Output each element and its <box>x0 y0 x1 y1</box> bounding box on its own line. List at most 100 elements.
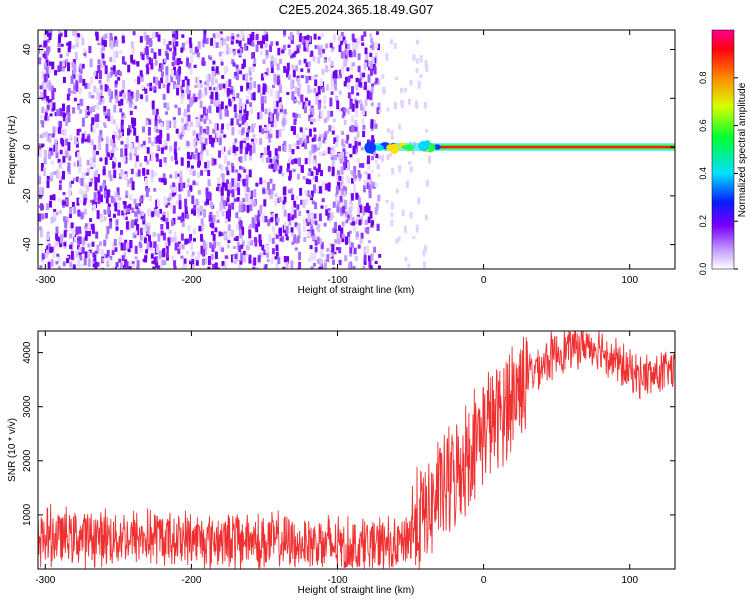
spectrogram-cell <box>108 97 112 103</box>
spectrogram-cell <box>228 47 232 55</box>
spectrogram-cell <box>354 124 358 132</box>
spectrogram-cell <box>371 56 375 65</box>
spectrogram-cell <box>314 162 318 166</box>
spectrogram-cell <box>215 91 219 100</box>
spectrogram-cell <box>79 63 83 70</box>
spectrogram-cell <box>197 122 201 128</box>
spectrogram-cell <box>378 109 382 113</box>
spectrogram-cell <box>347 232 351 237</box>
spectrogram-cell <box>55 236 59 241</box>
spectrogram-cell <box>38 176 42 185</box>
spectrogram-cell <box>119 50 123 54</box>
spectrogram-cell <box>113 197 117 207</box>
spectrogram-cell <box>276 107 280 117</box>
spectrogram-cell <box>283 196 287 203</box>
spectrogram-cell <box>415 58 419 64</box>
spectrogram-cell <box>235 169 239 173</box>
spectrogram-cell <box>325 183 329 190</box>
spectrogram-cell <box>205 115 209 121</box>
spectrogram-cell <box>252 63 256 67</box>
spectrogram-cell <box>241 203 245 213</box>
spectrogram-cell <box>342 234 345 239</box>
spectrogram-cell <box>131 102 135 109</box>
spectrogram-cell <box>201 258 205 266</box>
colorbar-tick-label: 0.8 <box>698 72 708 85</box>
spectrogram-cell <box>131 261 135 265</box>
spectrogram-cell <box>207 179 211 186</box>
spectrogram-cell <box>226 161 230 166</box>
spectrogram-cell <box>73 177 76 182</box>
spectrogram-cell <box>48 149 52 155</box>
spectrogram-cell <box>369 210 373 219</box>
spectrogram-cell <box>162 83 166 89</box>
spectrogram-cell <box>349 154 353 158</box>
spectrogram-cell <box>72 30 76 36</box>
spectrogram-cell <box>143 31 147 41</box>
spectrogram-cell <box>56 253 60 257</box>
spectrogram-cell <box>314 246 318 253</box>
spectrogram-cell <box>184 40 188 46</box>
spectrogram-cell <box>91 95 95 99</box>
spectrogram-cell <box>242 114 246 119</box>
spectrogram-cell <box>344 76 348 84</box>
spectrogram-cell <box>123 115 127 119</box>
spectrogram-cell <box>191 195 195 204</box>
spectrogram-cell <box>366 85 370 92</box>
spectrogram-cell <box>288 144 292 153</box>
spectrogram-cell <box>139 248 143 253</box>
spectrogram-cell <box>48 82 52 91</box>
spectrogram-cell <box>374 182 378 188</box>
spectrogram-cell <box>362 265 366 269</box>
spectrogram-cell <box>144 178 148 185</box>
spectrogram-cell <box>355 77 359 83</box>
spectrogram-cell <box>338 259 342 266</box>
spectrogram-cell <box>316 259 320 264</box>
spectrogram-cell <box>112 50 116 59</box>
spectrogram-cell <box>81 38 85 46</box>
spectrogram-cell <box>118 71 122 77</box>
spectrogram-cell <box>135 135 139 143</box>
spectrogram-cell <box>408 161 412 165</box>
spectrogram-cell <box>377 78 381 86</box>
spectrogram-cell <box>275 130 279 139</box>
spectrogram-cell <box>102 35 106 41</box>
spectrogram-cell <box>285 261 289 269</box>
spectrogram-cell <box>199 117 203 122</box>
spectrogram-cell <box>181 222 185 227</box>
spectrogram-cell <box>98 80 102 84</box>
spectrogram-cell <box>43 158 47 165</box>
spectrogram-cell <box>237 49 241 54</box>
spectrogram-cell <box>157 265 161 269</box>
spectrogram-cell <box>276 154 280 159</box>
spectrogram-cell <box>130 168 134 175</box>
spectrogram-cell <box>69 181 73 188</box>
spectrogram-cell <box>281 49 285 54</box>
spectrogram-cell <box>117 77 121 81</box>
spectrogram-cell <box>93 254 97 262</box>
spectrogram-cell <box>340 176 344 185</box>
spectrogram-cell <box>258 234 262 243</box>
spectrogram-cell <box>221 123 225 130</box>
spectrogram-cell <box>74 51 78 60</box>
spectrogram-cell <box>139 70 143 78</box>
spectrogram-cell <box>71 62 75 69</box>
spectrogram-cell <box>179 170 183 177</box>
spectrogram-cell <box>390 202 394 210</box>
figure-title: C2E5.2024.365.18.49.G07 <box>279 2 434 17</box>
spectrogram-cell <box>371 156 374 161</box>
spectrogram-cell <box>92 163 96 168</box>
spectrogram-cell <box>54 70 58 76</box>
spectrogram-cell <box>234 253 238 259</box>
spectrogram-cell <box>136 203 140 207</box>
spectrogram-cell <box>134 161 138 169</box>
spectrogram-cell <box>321 181 325 190</box>
spectrogram-cell <box>211 66 215 71</box>
spectrogram-cell <box>247 38 251 45</box>
spectrogram-cell <box>220 61 224 66</box>
spectrogram-cell <box>275 159 279 166</box>
x-tick-label: -100 <box>327 575 347 586</box>
spectrogram-cell <box>106 250 110 257</box>
spectrogram-cell <box>265 268 269 269</box>
spectrogram-cell <box>73 89 77 95</box>
spectrogram-cell <box>175 200 179 205</box>
